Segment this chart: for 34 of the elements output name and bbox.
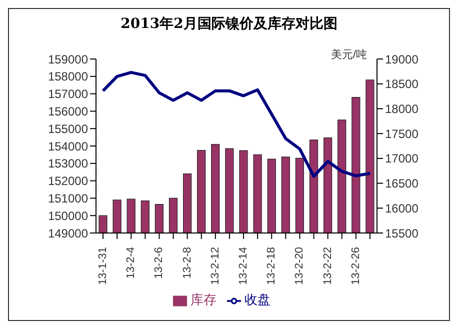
y-tick-label: 159000 [48,52,88,66]
y-tick-label: 152000 [48,174,88,188]
y2-tick-label: 17500 [385,126,419,141]
x-tick-label: 13-2-4 [125,247,138,279]
x-tick-label: 13-2-8 [181,247,194,279]
legend-label: 收盘 [244,292,270,307]
y2-tick-label: 19000 [385,52,419,66]
x-tick-label: 13-2-26 [350,247,362,285]
x-tick-label: 13-2-14 [238,247,250,285]
y2-tick-label: 15500 [385,226,419,240]
y-tick-label: 155000 [48,122,88,136]
y-tick-label: 151000 [48,191,88,206]
x-tick-label: 13-1-31 [97,247,110,285]
y2-tick-label: 17000 [385,152,419,166]
x-tick-label: 13-2-18 [266,247,278,285]
y-tick-label: 157000 [48,87,88,102]
x-tick-label: 13-2-12 [209,247,222,285]
x-tick-label: 13-2-22 [322,247,334,285]
y-tick-label: 154000 [48,139,88,154]
line-series [102,70,372,178]
y-tick-label: 156000 [48,104,88,118]
y-tick-label: 153000 [48,156,88,171]
y-tick-label: 150000 [48,208,88,223]
y-tick-label: 158000 [48,70,88,84]
y2-tick-label: 16000 [385,201,419,216]
x-tick-label: 13-2-6 [153,247,166,279]
y2-tick-label: 18500 [385,77,419,92]
legend-label: 库存 [190,292,216,307]
x-tick-label: 13-2-20 [294,247,306,285]
y-tick-label: 149000 [48,226,88,240]
y2-tick-label: 16500 [385,176,419,191]
y2-axis-title: 美元/吨 [331,48,368,62]
chart-title: 2013年2月国际镍价及库存对比图 [120,14,338,33]
y2-tick-label: 18000 [385,102,419,116]
